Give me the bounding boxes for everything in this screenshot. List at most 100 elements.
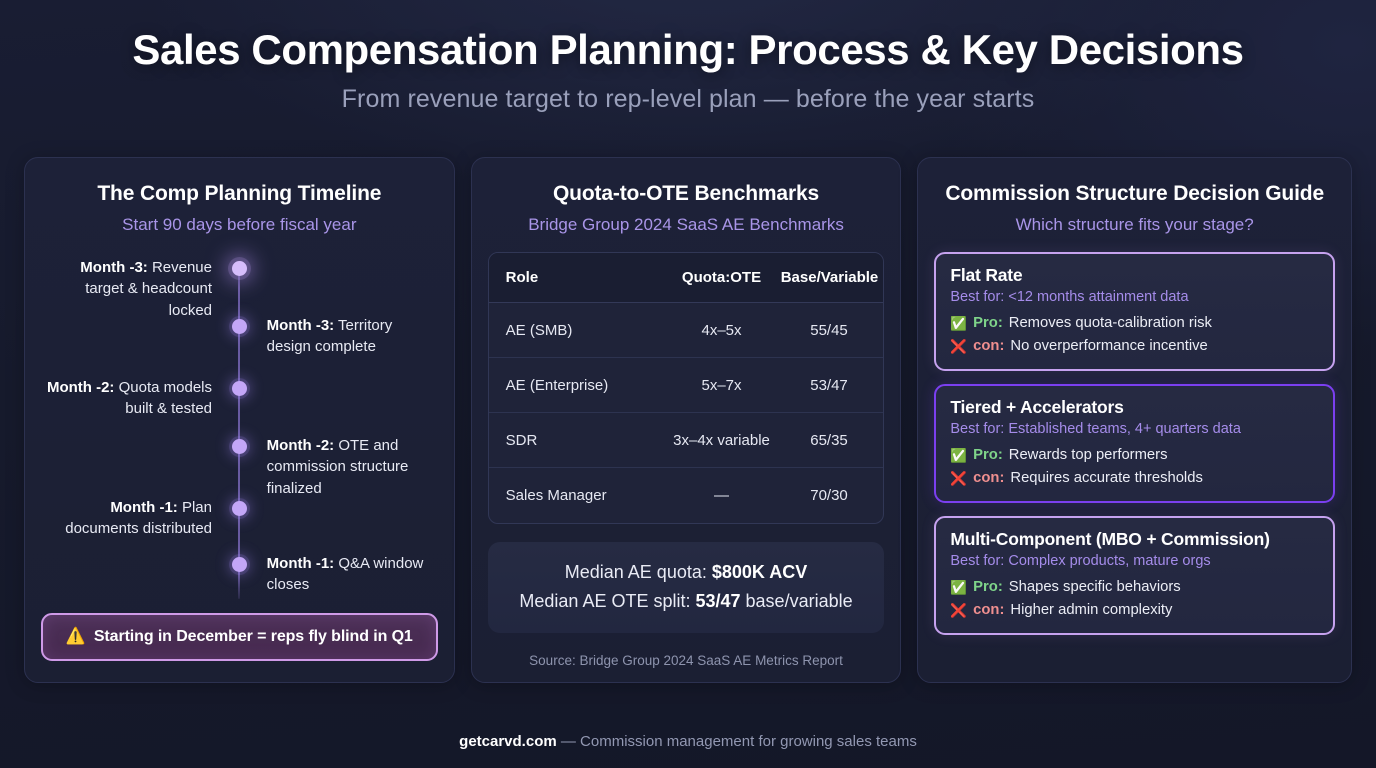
check-icon: ✅ xyxy=(950,316,968,332)
timeline-milestone-label: Month -3: xyxy=(80,259,148,276)
benchmarks-table: Role Quota:OTE Base/Variable AE (SMB) 4x–… xyxy=(487,252,885,524)
table-cell-quota-ote: 3x–4x variable xyxy=(673,431,770,449)
column-header-role: Role xyxy=(505,269,539,286)
timeline-dot-icon xyxy=(231,439,247,454)
timeline-milestone-label: Month -1: xyxy=(266,555,335,572)
decision-card-title: Multi-Component (MBO + Commission) xyxy=(950,528,1270,549)
table-cell-role: AE (SMB) xyxy=(505,321,573,339)
timeline-dot-icon xyxy=(231,261,247,276)
timeline-milestone: Month -2: Quota models built & tested xyxy=(41,377,438,420)
decision-card-pro-con: ✅ Pro: Shapes specific behaviors ❌ con: Highe… xyxy=(950,578,1319,621)
timeline-dot-icon xyxy=(231,319,247,334)
decision-card-pro-key: Pro: xyxy=(973,315,1003,331)
footer-brand[interactable]: getcarvd.com xyxy=(459,733,557,750)
warning-callout: ⚠️ Starting in December = reps fly blind… xyxy=(41,613,438,661)
check-icon: ✅ xyxy=(950,448,968,464)
table-row: AE (SMB) 4x–5x 55/45 xyxy=(488,303,884,358)
table-cell-quota-ote: 4x–5x xyxy=(701,321,742,339)
timeline-milestone-text: Month -1: Q&A window closes xyxy=(266,555,424,594)
table-cell-base-variable: 55/45 xyxy=(810,321,848,339)
summary-box: Median AE quota: $800K ACV Median AE OTE… xyxy=(487,542,885,634)
table-cell-base-variable: 65/35 xyxy=(810,431,848,449)
decision-card-best-for: Best for: Established teams, 4+ quarters… xyxy=(950,420,1241,437)
decision-card[interactable]: Tiered + Accelerators Best for: Establish… xyxy=(934,383,1335,503)
table-cell-role: AE (Enterprise) xyxy=(505,376,609,394)
timeline-milestone-text: Month -2: Quota models built & tested xyxy=(46,379,212,418)
decision-card-con-text: Higher admin complexity xyxy=(1010,601,1173,618)
decision-card-pro-line: ✅ Pro: Rewards top performers xyxy=(950,446,1319,466)
table-row: AE (Enterprise) 5x–7x 53/47 xyxy=(488,358,884,413)
timeline-milestone-text: Month -1: Plan documents distributed xyxy=(65,499,212,538)
decision-card-con-key: con: xyxy=(973,337,1005,354)
timeline-dot-icon xyxy=(231,557,247,572)
decision-panel-subtitle: Which structure fits your stage? xyxy=(1015,215,1254,234)
table-cell-role: Sales Manager xyxy=(505,487,607,504)
timeline-dot-icon xyxy=(231,381,247,396)
summary-line-ote-split: Median AE OTE split: 53/47 base/variable xyxy=(519,591,853,612)
decision-card-pro-key: Pro: xyxy=(973,446,1003,463)
timeline-milestone-text: Month -3: Territory design complete xyxy=(266,317,393,356)
decision-card-pro-line: ✅ Pro: Shapes specific behaviors xyxy=(950,578,1319,598)
timeline-milestone-text: Month -2: OTE and commission structure f… xyxy=(266,437,409,497)
decision-card-best-for: Best for: <12 months attainment data xyxy=(950,289,1189,305)
benchmarks-panel-title: Quota-to-OTE Benchmarks xyxy=(552,182,820,205)
timeline-panel-subtitle: Start 90 days before fiscal year xyxy=(122,215,357,234)
header: Sales Compensation Planning: Process & K… xyxy=(0,0,1376,114)
decision-card-con-key: con: xyxy=(973,469,1005,486)
table-cell-role: SDR xyxy=(505,431,538,449)
cross-icon: ❌ xyxy=(950,603,968,619)
decision-card-best-for: Best for: Complex products, mature orgs xyxy=(950,552,1211,569)
decision-card-title: Tiered + Accelerators xyxy=(950,396,1124,417)
timeline-milestone: Month -3: Revenue target & headcount loc… xyxy=(41,257,438,321)
timeline-milestone-label: Month -1: xyxy=(110,499,178,516)
panel-decision-guide: Commission Structure Decision Guide Whic… xyxy=(917,157,1352,684)
timeline-milestone: Month -3: Territory design complete xyxy=(41,315,438,358)
warning-icon: ⚠️ xyxy=(65,628,86,645)
table-cell-quota-ote: 5x–7x xyxy=(701,376,742,394)
decision-card-con-line: ❌ con: Requires accurate thresholds xyxy=(950,469,1319,489)
decision-card-con-line: ❌ con: No overperformance incentive xyxy=(950,337,1319,357)
decision-card[interactable]: Multi-Component (MBO + Commission) Best f… xyxy=(934,515,1335,635)
timeline-milestone: Month -1: Plan documents distributed xyxy=(41,497,438,540)
timeline-milestone: Month -2: OTE and commission structure f… xyxy=(41,435,438,499)
decision-cards-list: Flat Rate Best for: <12 months attainment… xyxy=(934,252,1335,635)
decision-card-pro-line: ✅ Pro: Removes quota-calibration risk xyxy=(950,314,1319,334)
table-row: SDR 3x–4x variable 65/35 xyxy=(488,413,884,468)
footer: getcarvd.com — Commission management for… xyxy=(0,733,1376,750)
timeline-panel-title: The Comp Planning Timeline xyxy=(97,182,382,205)
timeline-milestone-label: Month -2: xyxy=(46,379,115,396)
footer-tagline: — Commission management for growing sale… xyxy=(556,733,917,750)
benchmarks-panel-subtitle: Bridge Group 2024 SaaS AE Benchmarks xyxy=(528,215,844,234)
decision-card-con-line: ❌ con: Higher admin complexity xyxy=(950,601,1319,621)
table-cell-base-variable: 70/30 xyxy=(810,487,848,504)
table-header-row: Role Quota:OTE Base/Variable xyxy=(488,253,884,303)
page-title: Sales Compensation Planning: Process & K… xyxy=(132,26,1244,73)
table-cell-quota-ote: — xyxy=(714,487,729,504)
table-row: Sales Manager — 70/30 xyxy=(489,468,884,523)
cross-icon: ❌ xyxy=(950,339,968,355)
columns-container: The Comp Planning Timeline Start 90 days… xyxy=(24,157,1352,684)
decision-card-pro-key: Pro: xyxy=(973,578,1003,595)
decision-card-pro-con: ✅ Pro: Rewards top performers ❌ con: Requires… xyxy=(950,446,1319,489)
decision-card-pro-con: ✅ Pro: Removes quota-calibration risk ❌ con:… xyxy=(950,314,1319,357)
timeline-milestone-label: Month -2: xyxy=(266,437,335,454)
check-icon: ✅ xyxy=(950,580,968,596)
summary-line-quota: Median AE quota: $800K ACV xyxy=(564,562,808,582)
decision-card-con-key: con: xyxy=(973,601,1005,618)
decision-card-pro-text: Shapes specific behaviors xyxy=(1008,578,1181,595)
timeline: Month -3: Revenue target & headcount loc… xyxy=(41,253,438,605)
decision-card-con-text: Requires accurate thresholds xyxy=(1010,469,1203,486)
decision-card[interactable]: Flat Rate Best for: <12 months attainment… xyxy=(934,252,1335,371)
table-cell-base-variable: 53/47 xyxy=(810,376,848,394)
timeline-milestone: Month -1: Q&A window closes xyxy=(41,553,438,596)
page-subtitle: From revenue target to rep-level plan — … xyxy=(341,85,1035,114)
decision-card-pro-text: Removes quota-calibration risk xyxy=(1008,315,1212,331)
timeline-milestone-text: Month -3: Revenue target & headcount loc… xyxy=(80,259,212,319)
decision-card-pro-text: Rewards top performers xyxy=(1008,446,1168,463)
column-header-base-variable: Base/Variable xyxy=(780,269,879,286)
column-header-quota-ote: Quota:OTE xyxy=(681,269,762,286)
panel-timeline: The Comp Planning Timeline Start 90 days… xyxy=(24,157,455,684)
source-note: Source: Bridge Group 2024 SaaS AE Metric… xyxy=(529,653,843,669)
panel-benchmarks: Quota-to-OTE Benchmarks Bridge Group 202… xyxy=(470,157,902,684)
